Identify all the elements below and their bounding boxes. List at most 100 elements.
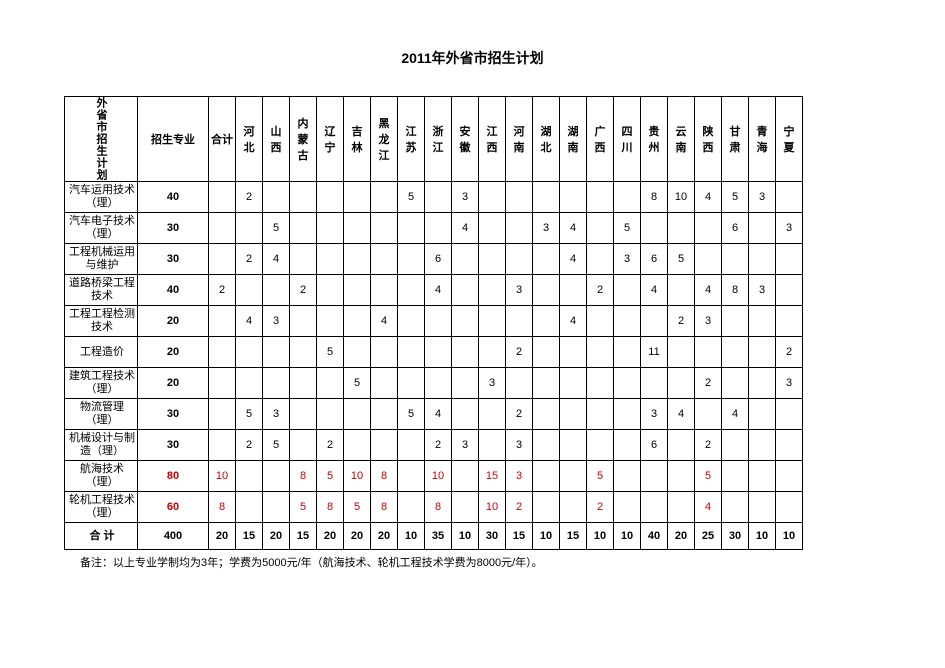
cell-value xyxy=(749,430,776,461)
sum-cell: 40 xyxy=(641,523,668,550)
cell-value xyxy=(533,275,560,306)
cell-value: 3 xyxy=(452,430,479,461)
cell-value: 4 xyxy=(722,399,749,430)
cell-value xyxy=(533,337,560,368)
cell-value xyxy=(317,182,344,213)
cell-value xyxy=(695,399,722,430)
table-row: 物流管理（理）3053542344 xyxy=(65,399,803,430)
sum-cell: 10 xyxy=(776,523,803,550)
cell-value xyxy=(344,337,371,368)
cell-value: 4 xyxy=(560,213,587,244)
cell-value: 3 xyxy=(641,399,668,430)
cell-value xyxy=(344,306,371,337)
cell-value xyxy=(776,182,803,213)
col-province-12: 湖南 xyxy=(560,97,587,182)
cell-value: 8 xyxy=(290,461,317,492)
cell-value: 2 xyxy=(695,430,722,461)
cell-value xyxy=(479,337,506,368)
cell-value xyxy=(290,399,317,430)
cell-value xyxy=(452,492,479,523)
cell-value xyxy=(371,213,398,244)
cell-value xyxy=(425,306,452,337)
col-province-13: 广西 xyxy=(587,97,614,182)
cell-value xyxy=(425,368,452,399)
cell-value xyxy=(398,368,425,399)
cell-value: 3 xyxy=(263,306,290,337)
cell-value xyxy=(479,182,506,213)
cell-value: 10 xyxy=(479,492,506,523)
cell-value xyxy=(587,399,614,430)
cell-value xyxy=(695,337,722,368)
cell-value: 15 xyxy=(479,461,506,492)
cell-value xyxy=(479,275,506,306)
cell-value xyxy=(236,213,263,244)
col-province-14: 四川 xyxy=(614,97,641,182)
cell-value xyxy=(209,182,236,213)
cell-value: 2 xyxy=(506,492,533,523)
cell-total: 40 xyxy=(138,275,209,306)
col-province-1: 山西 xyxy=(263,97,290,182)
cell-value xyxy=(668,213,695,244)
table-row: 轮机工程技术（理）6085858810224 xyxy=(65,492,803,523)
cell-value xyxy=(614,337,641,368)
table-row: 汽车电子技术（理）305434563 xyxy=(65,213,803,244)
cell-value xyxy=(452,337,479,368)
sum-cell: 10 xyxy=(398,523,425,550)
sum-cell: 20 xyxy=(344,523,371,550)
cell-value: 3 xyxy=(506,275,533,306)
cell-value xyxy=(398,337,425,368)
cell-value xyxy=(722,337,749,368)
cell-value xyxy=(749,213,776,244)
cell-value xyxy=(371,368,398,399)
cell-value xyxy=(398,430,425,461)
cell-value xyxy=(344,275,371,306)
cell-value xyxy=(317,306,344,337)
table-row: 工程机械运用与维护302464365 xyxy=(65,244,803,275)
cell-value xyxy=(776,492,803,523)
side-header: 外省市招生计划 xyxy=(65,97,138,182)
cell-value xyxy=(344,244,371,275)
cell-value: 4 xyxy=(668,399,695,430)
col-province-0: 河北 xyxy=(236,97,263,182)
cell-value xyxy=(209,306,236,337)
cell-value xyxy=(614,461,641,492)
cell-value: 2 xyxy=(587,275,614,306)
cell-value xyxy=(641,213,668,244)
cell-major: 汽车运用技术（理） xyxy=(65,182,138,213)
cell-value: 2 xyxy=(506,399,533,430)
cell-value: 2 xyxy=(506,337,533,368)
sum-cell: 10 xyxy=(533,523,560,550)
cell-value xyxy=(425,213,452,244)
sum-label: 合 计 xyxy=(65,523,138,550)
cell-value xyxy=(398,461,425,492)
cell-value xyxy=(236,275,263,306)
cell-value xyxy=(479,430,506,461)
col-province-8: 安徽 xyxy=(452,97,479,182)
cell-value xyxy=(641,368,668,399)
cell-value xyxy=(614,275,641,306)
cell-value xyxy=(452,461,479,492)
cell-value xyxy=(371,337,398,368)
cell-value xyxy=(560,182,587,213)
cell-value xyxy=(479,244,506,275)
cell-value: 8 xyxy=(722,275,749,306)
cell-value xyxy=(290,368,317,399)
footnote: 备注：以上专业学制均为3年；学费为5000元/年（航海技术、轮机工程技术学费为8… xyxy=(80,554,945,570)
col-province-20: 宁夏 xyxy=(776,97,803,182)
cell-value xyxy=(263,275,290,306)
cell-value xyxy=(776,430,803,461)
cell-value: 3 xyxy=(452,182,479,213)
cell-value: 3 xyxy=(506,461,533,492)
cell-value xyxy=(209,244,236,275)
cell-value xyxy=(749,461,776,492)
cell-value xyxy=(749,306,776,337)
cell-value xyxy=(209,430,236,461)
sum-cell: 30 xyxy=(722,523,749,550)
cell-value xyxy=(776,306,803,337)
cell-value xyxy=(290,182,317,213)
cell-value xyxy=(722,461,749,492)
cell-value xyxy=(749,337,776,368)
cell-value xyxy=(614,182,641,213)
cell-value xyxy=(236,337,263,368)
cell-value: 2 xyxy=(695,368,722,399)
